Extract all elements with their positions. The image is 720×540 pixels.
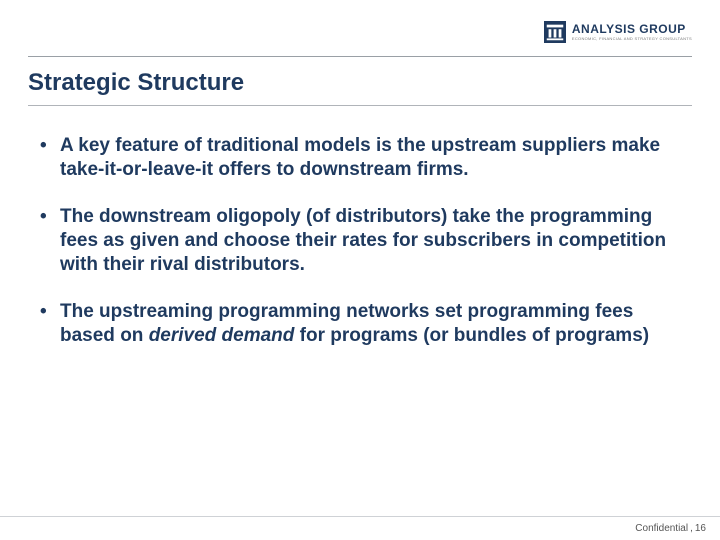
bullet-text: The downstream oligopoly (of distributor… bbox=[60, 206, 666, 276]
bullet-list: A key feature of traditional models is t… bbox=[38, 134, 682, 348]
page-number: 16 bbox=[695, 523, 706, 534]
company-logo: ANALYSIS GROUP ECONOMIC, FINANCIAL AND S… bbox=[544, 21, 692, 43]
bullet-item: The downstream oligopoly (of distributor… bbox=[38, 205, 682, 278]
footer-label: Confidential bbox=[635, 523, 688, 534]
bullet-text-suffix: for programs (or bundles of programs) bbox=[294, 325, 649, 346]
slide-title: Strategic Structure bbox=[0, 57, 720, 103]
footer: Confidential, 16 bbox=[0, 516, 720, 540]
logo-text: ANALYSIS GROUP ECONOMIC, FINANCIAL AND S… bbox=[572, 23, 692, 41]
slide: ANALYSIS GROUP ECONOMIC, FINANCIAL AND S… bbox=[0, 0, 720, 540]
bullet-text-italic: derived demand bbox=[149, 325, 295, 346]
bullet-text: A key feature of traditional models is t… bbox=[60, 135, 660, 180]
bullet-item: The upstreaming programming networks set… bbox=[38, 300, 682, 349]
logo-brand-tagline: ECONOMIC, FINANCIAL AND STRATEGY CONSULT… bbox=[572, 37, 692, 41]
footer-separator: , bbox=[690, 523, 693, 534]
logo-mark-icon bbox=[544, 21, 566, 43]
slide-content: A key feature of traditional models is t… bbox=[0, 106, 720, 540]
bullet-item: A key feature of traditional models is t… bbox=[38, 134, 682, 183]
logo-brand-name: ANALYSIS GROUP bbox=[572, 23, 692, 35]
header: ANALYSIS GROUP ECONOMIC, FINANCIAL AND S… bbox=[0, 0, 720, 56]
